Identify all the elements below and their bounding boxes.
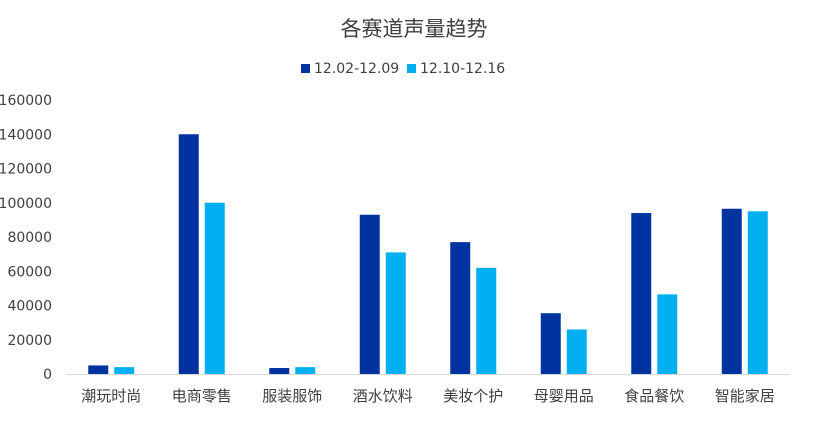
bar-series-2 [295, 367, 316, 374]
x-category-label: 智能家居 [715, 387, 775, 405]
bar-series-1 [359, 214, 380, 374]
legend-swatch-series-2 [407, 64, 416, 73]
bar-series-1 [88, 365, 109, 374]
bars [88, 134, 768, 374]
bar-series-2 [747, 211, 768, 374]
y-axis-ticks: 0 20000 40000 60000 80000 100000 120000 140000 1… [0, 93, 52, 383]
x-category-label: 食品餐饮 [624, 387, 684, 405]
x-axis-categories: 潮玩时尚 电商零售 服装服饰 酒水饮料 美妆个护 母婴用品 食品餐饮 智能家居 [81, 387, 775, 405]
bar-series-1 [178, 134, 199, 374]
bar-series-1 [631, 213, 652, 374]
bar-series-1 [540, 313, 561, 374]
y-tick-label: 100000 [0, 196, 52, 212]
x-category-label: 酒水饮料 [353, 387, 413, 405]
legend-swatch-series-1 [301, 64, 310, 73]
bar-series-2 [566, 329, 587, 374]
x-category-label: 母婴用品 [534, 387, 594, 405]
x-category-label: 潮玩时尚 [81, 387, 141, 405]
y-tick-label: 60000 [7, 264, 52, 280]
bar-series-2 [114, 367, 135, 374]
y-tick-label: 0 [43, 367, 52, 383]
legend: 12.02-12.09 12.10-12.16 [301, 61, 505, 77]
legend-label-series-2: 12.10-12.16 [420, 61, 505, 77]
bar-series-1 [269, 368, 290, 374]
y-tick-label: 120000 [0, 162, 52, 178]
chart-title: 各赛道声量趋势 [341, 17, 488, 41]
y-tick-label: 160000 [0, 93, 52, 109]
bar-series-1 [721, 208, 742, 374]
bar-series-2 [476, 267, 497, 374]
y-tick-label: 40000 [7, 299, 52, 315]
x-category-label: 电商零售 [172, 387, 232, 405]
bar-series-2 [204, 202, 225, 374]
bar-series-2 [385, 252, 406, 374]
x-category-label: 服装服饰 [262, 387, 322, 405]
legend-label-series-1: 12.02-12.09 [314, 61, 399, 77]
bar-series-1 [450, 242, 471, 374]
bar-series-2 [657, 294, 678, 374]
y-tick-label: 20000 [7, 333, 52, 349]
x-category-label: 美妆个护 [443, 387, 503, 405]
y-tick-label: 80000 [7, 230, 52, 246]
y-tick-label: 140000 [0, 127, 52, 143]
